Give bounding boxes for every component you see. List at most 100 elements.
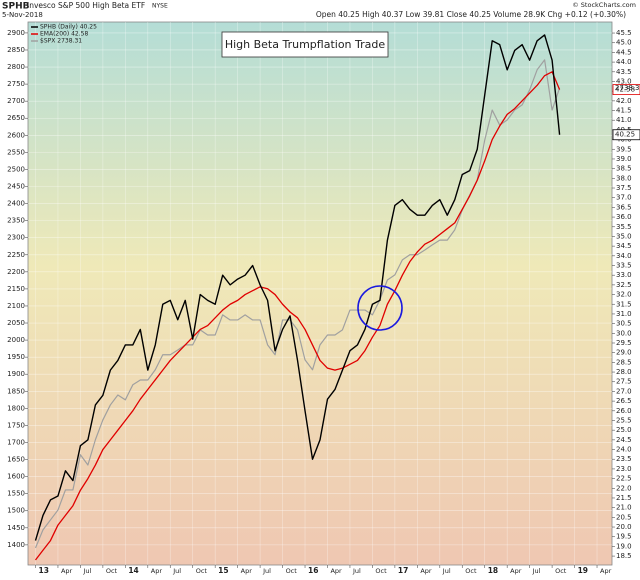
y2-tick-label: 20.5 [616, 513, 632, 521]
y-tick-label: 2600 [7, 131, 25, 139]
y2-tick-label: 43.0 [616, 77, 632, 85]
x-tick-label: Oct [196, 567, 208, 575]
x-tick-label: Jul [532, 567, 541, 575]
y2-tick-label: 18.5 [616, 552, 632, 560]
x-tick-label: Oct [286, 567, 298, 575]
y2-tick-label: 44.5 [616, 48, 632, 56]
y2-tick-label: 41.0 [616, 116, 632, 124]
y2-tick-label: 24.0 [616, 446, 632, 454]
x-tick-label: 14 [128, 566, 138, 575]
y-tick-label: 2900 [7, 29, 25, 37]
grid [28, 22, 612, 565]
y2-tick-label: 36.0 [616, 213, 632, 221]
series [34, 34, 561, 561]
x-tick-label: Jul [82, 567, 91, 575]
y2-tick-label: 30.5 [616, 320, 632, 328]
y2-tick-label: 21.0 [616, 504, 632, 512]
y2-tick-label: 44.0 [616, 58, 632, 66]
x-tick-label: 17 [398, 566, 408, 575]
y-tick-label: 1950 [7, 353, 25, 361]
last-value: 40.25 [615, 131, 635, 139]
annotation-box [221, 31, 389, 58]
y2-tick-label: 20.0 [616, 523, 632, 531]
y2-tick-label: 27.0 [616, 387, 632, 395]
x-tick-label: Jul [172, 567, 181, 575]
y2-tick-label: 36.5 [616, 203, 632, 211]
x-tick-label: Oct [106, 567, 118, 575]
annotation: High Beta Trumpflation Trade [225, 38, 386, 51]
y-tick-label: 1600 [7, 473, 25, 481]
y-tick-label: 2500 [7, 165, 25, 173]
y2-tick-label: 23.5 [616, 455, 632, 463]
y2-tick-label: 19.5 [616, 533, 632, 541]
x-tick-label: Jul [352, 567, 361, 575]
y-tick-label: 2800 [7, 63, 25, 71]
highlight-circle [357, 285, 403, 331]
x-tick-label: Oct [465, 567, 477, 575]
y2-tick-label: 45.5 [616, 29, 632, 37]
y2-tick-label: 27.5 [616, 378, 632, 386]
y2-tick-label: 39.0 [616, 155, 632, 163]
y-tick-label: 2550 [7, 148, 25, 156]
x-tick-label: Jul [262, 567, 271, 575]
y2-tick-label: 26.0 [616, 407, 632, 415]
axes: 1400 1450 1500 1550 1600 1650 1700 1750 1800 1850… [7, 24, 640, 575]
y-tick-label: 1900 [7, 370, 25, 378]
y2-tick-label: 29.0 [616, 349, 632, 357]
y-tick-label: 1550 [7, 490, 25, 498]
y2-tick-label: 38.0 [616, 174, 632, 182]
x-tick-label: 19 [578, 566, 588, 575]
y2-tick-label: 28.0 [616, 368, 632, 376]
y-tick-label: 2400 [7, 200, 25, 208]
y2-tick-label: 34.5 [616, 242, 632, 250]
y2-tick-label: 35.0 [616, 232, 632, 240]
y2-tick-label: 24.5 [616, 436, 632, 444]
y-tick-label: 1700 [7, 438, 25, 446]
last-value-box [612, 129, 640, 141]
date: 5-Nov-2018 [2, 11, 43, 19]
y2-tick-label: 32.0 [616, 291, 632, 299]
x-tick-label: Apr [600, 567, 612, 575]
y2-tick-label: 34.0 [616, 252, 632, 260]
y-tick-label: 1400 [7, 541, 25, 549]
y-tick-label: 1450 [7, 524, 25, 532]
y-tick-label: 2250 [7, 251, 25, 259]
y2-tick-label: 22.5 [616, 475, 632, 483]
legend-label: $SPX 2738.31 [40, 38, 82, 45]
fund-name: Invesco S&P 500 High Beta ETF [27, 1, 145, 10]
y2-tick-label: 43.5 [616, 68, 632, 76]
x-tick-label: Jul [442, 567, 451, 575]
legend-label: EMA(200) 42.58 [40, 31, 88, 38]
y-tick-label: 2750 [7, 80, 25, 88]
y-tick-label: 2300 [7, 234, 25, 242]
x-tick-label: 15 [218, 566, 228, 575]
last-value: 42.58 [615, 86, 635, 94]
y-tick-label: 1650 [7, 456, 25, 464]
y2-tick-label: 28.5 [616, 358, 632, 366]
exchange: NYSE [152, 3, 168, 10]
y-tick-label: 2450 [7, 183, 25, 191]
y-tick-label: 2650 [7, 114, 25, 122]
y-tick-label: 2000 [7, 336, 25, 344]
x-tick-label: Apr [61, 567, 73, 575]
x-tick-label: 18 [488, 566, 498, 575]
y2-tick-label: 31.0 [616, 310, 632, 318]
y-tick-label: 1750 [7, 421, 25, 429]
y2-tick-label: 35.5 [616, 223, 632, 231]
y2-tick-label: 42.0 [616, 97, 632, 105]
y2-tick-label: 31.5 [616, 300, 632, 308]
y2-tick-label: 45.0 [616, 39, 632, 47]
quote: Open 40.25 High 40.37 Low 39.81 Close 40… [316, 10, 626, 19]
y-tick-label: 1850 [7, 387, 25, 395]
x-tick-label: 16 [308, 566, 318, 575]
series-line [34, 71, 561, 561]
series-line [34, 34, 561, 541]
y-tick-label: 1500 [7, 507, 25, 515]
y2-tick-label: 37.0 [616, 194, 632, 202]
y-tick-label: 2150 [7, 285, 25, 293]
y2-tick-label: 25.0 [616, 426, 632, 434]
y2-tick-label: 38.5 [616, 165, 632, 173]
y-tick-label: 2050 [7, 319, 25, 327]
x-tick-label: Apr [151, 567, 163, 575]
